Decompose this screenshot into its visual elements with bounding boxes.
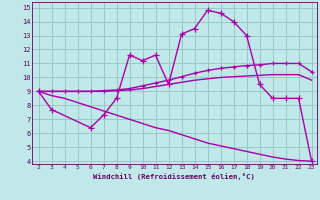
- X-axis label: Windchill (Refroidissement éolien,°C): Windchill (Refroidissement éolien,°C): [93, 173, 255, 180]
